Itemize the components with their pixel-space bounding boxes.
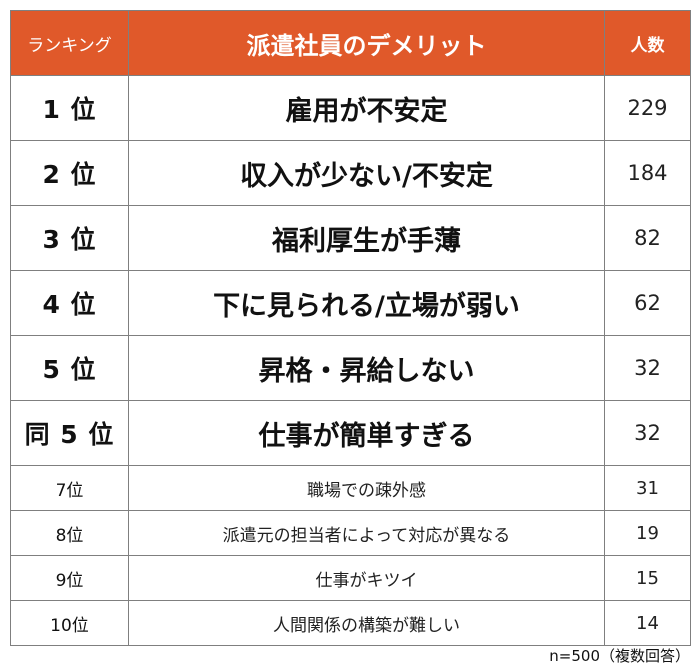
item-cell: 仕事がキツイ: [128, 555, 605, 601]
item-cell: 仕事が簡単すぎる: [128, 400, 605, 466]
count-cell: 32: [604, 335, 691, 401]
rank-cell: 3 位: [10, 205, 129, 271]
count-cell: 19: [604, 510, 691, 556]
header-item: 派遣社員のデメリット: [128, 10, 605, 76]
count-cell: 62: [604, 270, 691, 336]
count-cell: 31: [604, 465, 691, 511]
table-row: 10位 人間関係の構築が難しい 14: [10, 600, 691, 646]
table-row: 7位 職場での疎外感 31: [10, 465, 691, 511]
item-cell: 下に見られる/立場が弱い: [128, 270, 605, 336]
table-row: 2 位 収入が少ない/不安定 184: [10, 140, 691, 206]
rank-cell: 5 位: [10, 335, 129, 401]
table-row: 8位 派遣元の担当者によって対応が異なる 19: [10, 510, 691, 556]
count-cell: 15: [604, 555, 691, 601]
item-cell: 福利厚生が手薄: [128, 205, 605, 271]
header-rank: ランキング: [10, 10, 129, 76]
table-row: 同 5 位 仕事が簡単すぎる 32: [10, 400, 691, 466]
table-row: 3 位 福利厚生が手薄 82: [10, 205, 691, 271]
item-cell: 派遣元の担当者によって対応が異なる: [128, 510, 605, 556]
sample-size-note: n=500（複数回答）: [549, 647, 690, 665]
rank-cell: 同 5 位: [10, 400, 129, 466]
count-cell: 184: [604, 140, 691, 206]
count-cell: 229: [604, 75, 691, 141]
count-cell: 32: [604, 400, 691, 466]
header-count: 人数: [604, 10, 691, 76]
ranking-table: ランキング 派遣社員のデメリット 人数 1 位 雇用が不安定 229 2 位 収…: [10, 10, 691, 646]
count-cell: 14: [604, 600, 691, 646]
item-cell: 雇用が不安定: [128, 75, 605, 141]
header-row: ランキング 派遣社員のデメリット 人数: [10, 10, 691, 76]
table-row: 9位 仕事がキツイ 15: [10, 555, 691, 601]
table-row: 1 位 雇用が不安定 229: [10, 75, 691, 141]
rank-cell: 7位: [10, 465, 129, 511]
item-cell: 職場での疎外感: [128, 465, 605, 511]
table-row: 5 位 昇格・昇給しない 32: [10, 335, 691, 401]
rank-cell: 1 位: [10, 75, 129, 141]
count-cell: 82: [604, 205, 691, 271]
rank-cell: 8位: [10, 510, 129, 556]
item-cell: 収入が少ない/不安定: [128, 140, 605, 206]
rank-cell: 9位: [10, 555, 129, 601]
item-cell: 昇格・昇給しない: [128, 335, 605, 401]
rank-cell: 10位: [10, 600, 129, 646]
table-row: 4 位 下に見られる/立場が弱い 62: [10, 270, 691, 336]
rank-cell: 4 位: [10, 270, 129, 336]
item-cell: 人間関係の構築が難しい: [128, 600, 605, 646]
rank-cell: 2 位: [10, 140, 129, 206]
